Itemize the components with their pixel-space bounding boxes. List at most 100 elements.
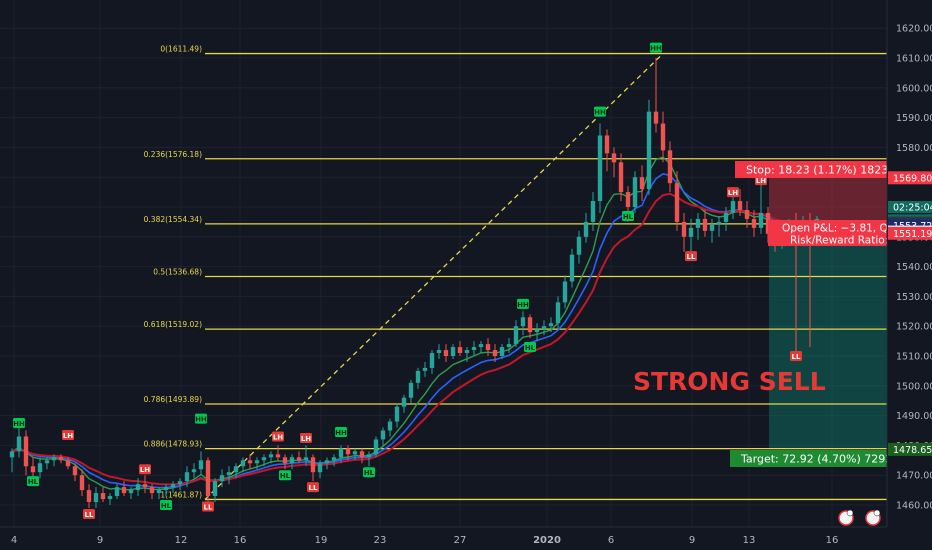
candle-body <box>121 487 127 494</box>
position-labels: Stop: 18.23 (1.17%) 1823, Target: 72.92 (… <box>730 161 899 467</box>
candle-body <box>247 460 253 464</box>
swing-label-hl <box>160 500 172 510</box>
candle-body <box>646 111 652 190</box>
candle-body <box>569 254 575 282</box>
swing-label-ll <box>83 508 95 519</box>
candle-body <box>716 221 722 225</box>
x-tick-label: 16 <box>826 535 839 546</box>
swing-label-text: HH <box>13 420 25 428</box>
candle-body <box>135 484 141 491</box>
swing-label-hl <box>622 210 634 221</box>
swing-label-lh <box>272 431 284 442</box>
swing-label-text: HH <box>650 45 662 53</box>
open-pnl-label: Open P&L: −3.81, Qt <box>782 223 892 235</box>
y-tick-label: 1460.00 <box>896 501 932 512</box>
stop-label-box <box>735 161 887 178</box>
swing-label-text: LL <box>309 484 318 492</box>
candle-body <box>632 177 638 207</box>
swing-label-hh <box>517 298 529 309</box>
candle-body <box>163 487 169 491</box>
candle-body <box>219 475 225 482</box>
candle-body <box>688 227 694 237</box>
swing-label-hh <box>335 426 347 437</box>
swing-label-text: HL <box>280 472 291 480</box>
swing-label-lh <box>62 429 74 440</box>
ma-slow-line <box>11 192 818 486</box>
swing-label-text: HL <box>364 469 375 477</box>
fib-level-label: 0.618(1519.02) <box>144 320 202 329</box>
y-tick-label: 1490.00 <box>896 411 932 422</box>
candle-body <box>660 123 666 151</box>
candle-body <box>457 347 463 354</box>
swing-label-text: HL <box>525 344 536 352</box>
candle-body <box>639 177 645 190</box>
fib-level-label: 0.5(1536.68) <box>153 267 202 276</box>
candle-body <box>506 344 512 348</box>
swing-label-text: LL <box>792 353 801 361</box>
candle-body <box>597 135 603 202</box>
event-badge-icon <box>846 509 854 517</box>
swing-label-hl <box>279 470 291 481</box>
candle-body <box>114 487 120 497</box>
y-tick-label: 1520.00 <box>896 322 932 333</box>
x-axis: 4 9 12 16 19 23 27 2020 6 9 13 16 <box>0 526 932 550</box>
candle-body <box>37 463 43 473</box>
candle-body <box>282 457 288 464</box>
candle-body <box>261 457 267 461</box>
price-tag <box>888 442 932 456</box>
event-icons <box>838 509 881 526</box>
y-tick-label: 1610.00 <box>896 54 932 65</box>
swing-label-text: HH <box>335 429 347 437</box>
candle-body <box>352 451 358 455</box>
stop-label: Stop: 18.23 (1.17%) 1823, <box>746 164 892 177</box>
candle-body <box>30 466 36 473</box>
target-label: Target: 72.92 (4.70%) 7292 <box>740 453 892 466</box>
candle-body <box>674 183 680 222</box>
candle-body <box>485 344 491 351</box>
countdown-tag <box>888 201 932 213</box>
y-tick-label: 1580.00 <box>896 143 932 154</box>
fib-level-label: 0.886(1478.93) <box>144 440 202 449</box>
candle-body <box>79 475 85 491</box>
candle-body <box>170 484 176 488</box>
x-tick-label: 19 <box>315 535 328 546</box>
candle-body <box>156 490 162 494</box>
swing-label-text: HL <box>28 478 39 486</box>
y-tick-label: 1590.00 <box>896 113 932 124</box>
y-tick-label: 1510.00 <box>896 352 932 363</box>
candle-body <box>562 281 568 303</box>
fib-level-label: 1(1461.87) <box>160 490 202 499</box>
candle-body <box>296 457 302 461</box>
candle-body <box>345 448 351 455</box>
price-tag-label: 1569.80 <box>893 173 932 184</box>
candle-body <box>394 406 400 422</box>
candle-body <box>366 454 372 458</box>
candle-body <box>478 344 484 348</box>
candle-body <box>226 472 232 476</box>
candle-body <box>240 460 246 467</box>
swing-labels: HH HL LH LL LH HL HH LL LH HL LH LL HH HL HH HL HH HL HH LL… <box>13 42 802 519</box>
swing-label-text: LL <box>687 253 696 261</box>
candle-body <box>730 201 736 213</box>
candle-body <box>16 436 22 452</box>
candle-body <box>408 382 414 398</box>
candle-body <box>590 201 596 222</box>
y-axis-background <box>887 0 932 550</box>
candle-body <box>254 460 260 464</box>
candle-body <box>436 350 442 354</box>
swing-label-hl <box>524 342 536 353</box>
candle-body <box>380 430 386 440</box>
candle-body <box>527 317 533 333</box>
candle-body <box>401 397 407 407</box>
candle-body <box>324 460 330 464</box>
swing-label-text: HH <box>594 109 606 117</box>
candle-body <box>702 218 708 231</box>
candle-body <box>100 493 106 500</box>
candle-body <box>611 153 617 163</box>
swing-label-ll <box>790 351 802 361</box>
candle-body <box>310 457 316 473</box>
candle-body <box>23 436 29 467</box>
x-tick-label: 4 <box>11 535 17 546</box>
candle-body <box>618 162 624 193</box>
